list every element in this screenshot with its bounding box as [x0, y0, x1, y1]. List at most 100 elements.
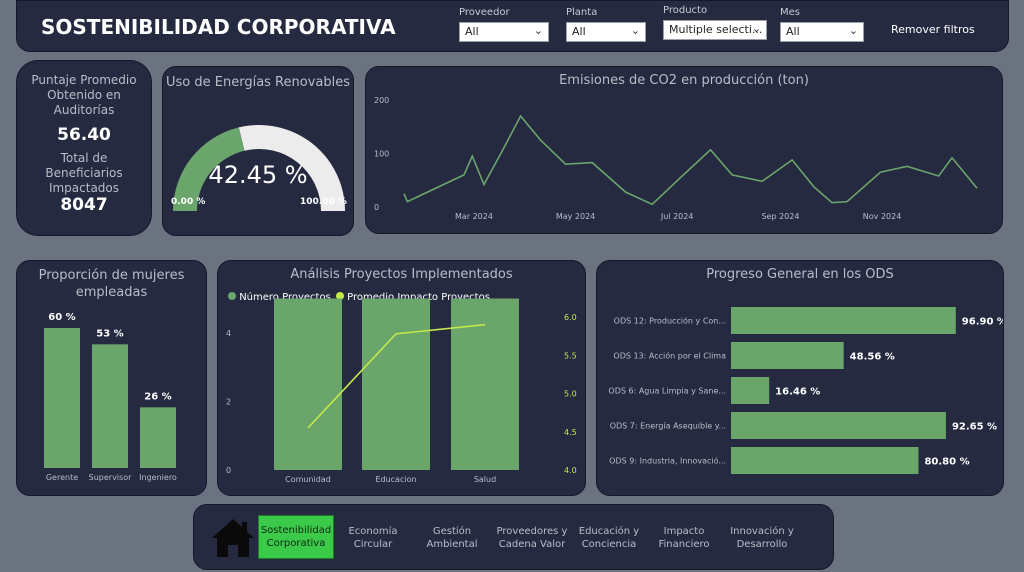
co2-x-tick-label: Sep 2024 — [761, 212, 799, 221]
ods-chart-title: Progreso General en los ODS — [706, 267, 894, 282]
gauge-value: 42.45 % — [208, 161, 308, 189]
chevron-down-icon: ⌄ — [751, 22, 761, 35]
chevron-down-icon: ⌄ — [630, 24, 640, 37]
gauge-title: Uso de Energías Renovables — [166, 75, 350, 90]
co2-y-tick-label: 0 — [374, 203, 379, 212]
projects-bar — [274, 298, 342, 470]
nav-item-0[interactable]: Sostenibilidad Corporativa — [258, 515, 334, 559]
nav-item-2[interactable]: Gestión Ambiental — [426, 526, 478, 550]
women-employment-panel: Proporción de mujeres empleadas 60 % Gere… — [16, 260, 207, 496]
ods-bar — [731, 342, 844, 369]
slicer-proveedor-label: Proveedor — [459, 7, 510, 18]
gauge-fill — [173, 127, 245, 211]
chevron-down-icon: ⌄ — [533, 24, 543, 37]
navigation-bar: Sostenibilidad Corporativa Economía Circu… — [193, 504, 834, 570]
ods-bar — [731, 377, 770, 404]
co2-x-tick-label: Jul 2024 — [660, 212, 694, 221]
gauge-min-label: 0.00 % — [171, 197, 206, 207]
projects-category-label: Salud — [474, 475, 496, 484]
ods-category-label: ODS 6: Agua Limpia y Sane... — [608, 387, 726, 396]
projects-impact-line — [307, 323, 486, 429]
gauge-chart — [173, 125, 345, 211]
women-data-label: 26 % — [144, 391, 171, 402]
ods-category-label: ODS 12: Producción y Con... — [614, 316, 726, 326]
ods-category-label: ODS 7: Energía Asequible y... — [610, 422, 726, 431]
projects-y2-tick-label: 4.0 — [564, 466, 577, 475]
projects-y2-tick-label: 5.5 — [564, 351, 577, 360]
ods-data-label: 16.46 % — [775, 387, 820, 398]
audit-score-label: Puntaje Promedio Obtenido en Auditorías — [31, 73, 137, 117]
women-bar — [92, 344, 128, 468]
projects-combo-chart: 0 2 4 4.0 4.5 5.0 5.5 6.0 Comunidad Educacion Salu… — [226, 298, 577, 484]
legend-dot-bars — [228, 292, 236, 300]
projects-y-tick-label: 4 — [226, 329, 231, 338]
women-category-label: Supervisor — [89, 473, 132, 482]
women-bar — [140, 407, 176, 468]
gauge-max-label: 100.00 % — [300, 197, 347, 207]
projects-y2-tick-label: 6.0 — [564, 313, 577, 322]
slicer-mes-value: All — [786, 25, 800, 38]
slicer-producto[interactable]: Producto Multiple selecti... ⌄ — [663, 5, 767, 40]
projects-bar — [451, 298, 519, 470]
women-bar — [44, 328, 80, 468]
projects-chart-title: Análisis Proyectos Implementados — [290, 267, 513, 282]
audit-score-value: 56.40 — [57, 125, 111, 145]
legend-label-bars: Número Proyectos — [239, 292, 331, 303]
ods-bar-chart: ODS 12: Producción y Con... 96.90 % ODS 13… — [608, 307, 1003, 474]
co2-chart-title: Emisiones de CO2 en producción (ton) — [559, 73, 809, 88]
ods-data-label: 48.56 % — [850, 352, 895, 363]
nav-item-6[interactable]: Innovación y Desarrollo — [730, 526, 794, 550]
slicer-planta[interactable]: Planta All ⌄ — [566, 7, 646, 42]
projects-y2-tick-label: 5.0 — [564, 390, 577, 399]
slicer-planta-dropdown[interactable]: All ⌄ — [566, 22, 646, 42]
ods-progress-panel: Progreso General en los ODS ODS 12: Prod… — [596, 260, 1004, 496]
ods-bar — [731, 412, 946, 439]
projects-category-label: Comunidad — [285, 475, 331, 484]
legend-dot-line — [335, 292, 344, 300]
ods-bar — [731, 307, 956, 334]
women-category-label: Ingeniero — [139, 473, 177, 482]
women-bar-chart: 60 % Gerente 53 % Supervisor 26 % Ingeniero — [44, 312, 177, 482]
slicer-mes[interactable]: Mes All ⌄ — [780, 7, 864, 42]
co2-emissions-panel: Emisiones de CO2 en producción (ton) 0 10… — [365, 66, 1003, 234]
beneficiaries-label: Total de Beneficiarios Impactados — [45, 151, 123, 195]
nav-item-5[interactable]: Impacto Financiero — [658, 526, 710, 550]
co2-line-chart: 0 100 200 Mar 2024 May 2024 Jul 2024 Sep 2024 N… — [374, 96, 978, 221]
nav-item-1[interactable]: Economía Circular — [348, 526, 398, 550]
slicer-planta-label: Planta — [566, 7, 598, 18]
slicer-mes-label: Mes — [780, 7, 800, 18]
women-data-label: 53 % — [96, 328, 123, 339]
slicer-proveedor-dropdown[interactable]: All ⌄ — [459, 22, 549, 42]
projects-analysis-panel: Análisis Proyectos Implementados Número … — [217, 260, 586, 496]
co2-y-tick-label: 200 — [374, 96, 389, 105]
co2-series-line — [403, 114, 978, 206]
projects-bar — [362, 298, 430, 470]
kpi-card: Puntaje Promedio Obtenido en Auditorías … — [16, 60, 152, 236]
slicer-producto-dropdown[interactable]: Multiple selecti... ⌄ — [663, 20, 767, 40]
ods-category-label: ODS 9: Industria, Innovació... — [609, 456, 726, 466]
clear-filters-button[interactable]: Remover filtros — [891, 23, 975, 36]
ods-data-label: 96.90 % — [962, 317, 1003, 328]
nav-item-4[interactable]: Educación y Conciencia — [578, 526, 640, 550]
home-icon[interactable] — [210, 517, 256, 559]
header-bar: SOSTENIBILIDAD CORPORATIVA Proveedor All… — [16, 0, 1009, 52]
projects-category-label: Educacion — [375, 475, 416, 484]
nav-item-3[interactable]: Proveedores y Cadena Valor — [496, 526, 568, 550]
slicer-mes-dropdown[interactable]: All ⌄ — [780, 22, 864, 42]
slicer-proveedor[interactable]: Proveedor All ⌄ — [459, 7, 549, 42]
co2-x-tick-label: Mar 2024 — [455, 212, 493, 221]
ods-bar — [731, 447, 919, 474]
slicer-planta-value: All — [572, 25, 586, 38]
co2-x-tick-label: May 2024 — [556, 212, 595, 221]
renewable-energy-gauge-panel: Uso de Energías Renovables 42.45 % 0.00 … — [162, 66, 354, 236]
co2-y-tick-label: 100 — [374, 150, 389, 159]
slicer-producto-value: Multiple selecti... — [669, 23, 763, 36]
beneficiaries-value: 8047 — [60, 195, 108, 215]
legend-label-line: Promedio Impacto Proyectos — [347, 292, 490, 303]
ods-data-label: 92.65 % — [952, 422, 997, 433]
women-chart-title: Proporción de mujeres empleadas — [38, 268, 185, 300]
slicer-producto-label: Producto — [663, 5, 708, 16]
projects-y-tick-label: 0 — [226, 466, 231, 475]
projects-y-tick-label: 2 — [226, 397, 231, 406]
chevron-down-icon: ⌄ — [848, 24, 858, 37]
